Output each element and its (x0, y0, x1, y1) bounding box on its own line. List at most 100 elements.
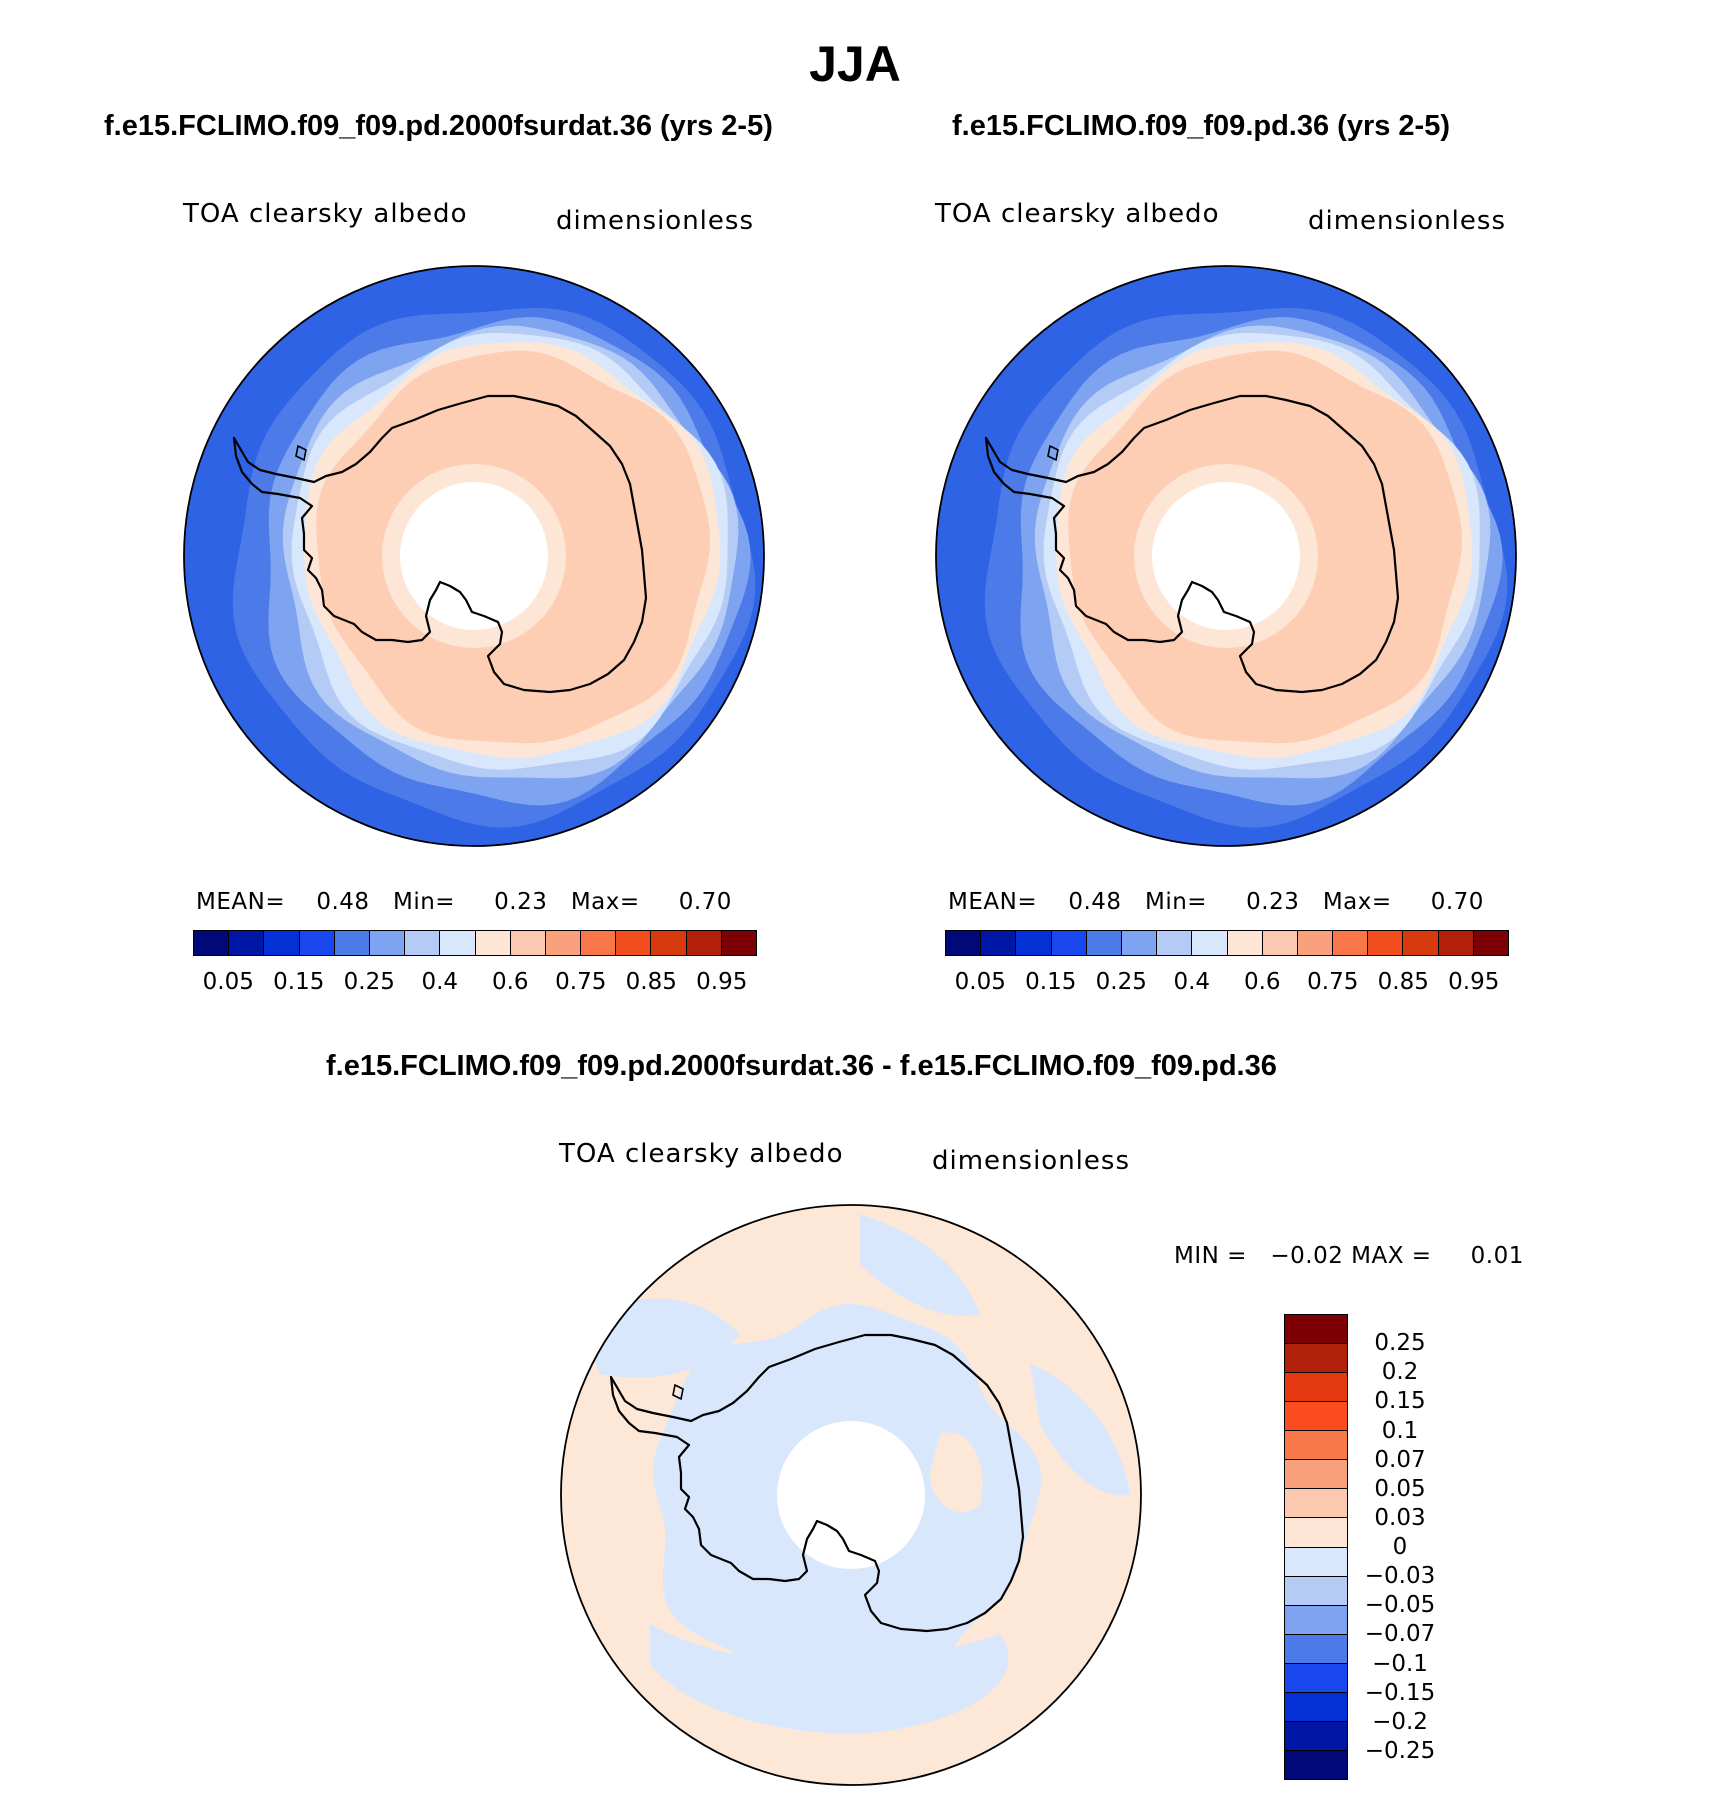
colorbar-swatch (1285, 1721, 1347, 1751)
colorbar-tick-label: 0.6 (491, 969, 529, 995)
colorbar-swatch (1285, 1634, 1347, 1664)
diff-min-label: MIN = (1174, 1243, 1247, 1269)
colorbar-swatch (194, 931, 230, 955)
colorbar-tick-label: 0.03 (1374, 1504, 1426, 1531)
colorbar-tick-label: 0.75 (1307, 969, 1359, 995)
island-coastline (672, 1383, 684, 1401)
antarctica-coastline (609, 1333, 1025, 1633)
island-coastline (295, 444, 307, 462)
colorbar-swatch (1051, 931, 1087, 955)
map-panel-2 (935, 265, 1517, 847)
colorbar-swatch (651, 931, 687, 955)
island-coastline (1047, 444, 1059, 462)
colorbar-tick-label: 0.85 (1377, 969, 1429, 995)
diff-max-value: 0.01 (1470, 1243, 1524, 1269)
colorbar-swatch (981, 931, 1017, 955)
colorbar-tick-label: 0 (1392, 1534, 1408, 1560)
colorbar-swatch (405, 931, 441, 955)
colorbar-panel-1-ticks: 0.05 0.15 0.25 0.4 0.6 0.75 0.85 0.95 (193, 968, 757, 998)
mean-value: 0.48 (1068, 889, 1122, 915)
panel-1-title: f.e15.FCLIMO.f09_f09.pd.2000fsurdat.36 (… (104, 110, 773, 142)
colorbar-tick-label: −0.03 (1364, 1563, 1436, 1590)
colorbar-panel-2 (945, 930, 1509, 956)
colorbar-tick-label: 0.4 (1173, 969, 1211, 995)
colorbar-swatch (1403, 931, 1439, 955)
colorbar-tick-label: 0.05 (202, 969, 254, 995)
colorbar-swatch (1368, 931, 1404, 955)
colorbar-swatch (1157, 931, 1193, 955)
colorbar-swatch (1285, 1344, 1347, 1374)
colorbar-swatch (1285, 1460, 1347, 1490)
colorbar-tick-label: 0.15 (1025, 969, 1077, 995)
pole-hole (1152, 482, 1300, 630)
diff-max-label: MAX = (1351, 1243, 1432, 1269)
colorbar-swatch (1227, 931, 1263, 955)
colorbar-swatch (1285, 1315, 1347, 1345)
mean-label: MEAN= (196, 889, 286, 915)
pole-hole (777, 1421, 925, 1569)
colorbar-panel-2-ticks: 0.05 0.15 0.25 0.4 0.6 0.75 0.85 0.95 (945, 968, 1509, 998)
colorbar-swatch (510, 931, 546, 955)
map-border (183, 265, 765, 847)
colorbar-tick-label: 0.15 (1374, 1388, 1426, 1415)
colorbar-tick-label: 0.2 (1381, 1359, 1419, 1386)
colorbar-tick-label: −0.25 (1364, 1737, 1436, 1764)
colorbar-swatch (475, 931, 511, 955)
colorbar-swatch (1333, 931, 1369, 955)
colorbar-swatch (1192, 931, 1228, 955)
colorbar-swatch (1285, 1750, 1347, 1779)
colorbar-tick-label: 0.4 (421, 969, 459, 995)
diff-min-value: −0.02 (1270, 1243, 1344, 1269)
panel-1-variable: TOA clearsky albedo (183, 199, 468, 229)
colorbar-swatch (1473, 931, 1508, 955)
map-border (560, 1204, 1142, 1786)
colorbar-tick-label: 0.15 (273, 969, 325, 995)
colorbar-difference (1284, 1314, 1348, 1780)
min-label: Min= (393, 889, 456, 915)
colorbar-tick-label: 0.05 (954, 969, 1006, 995)
colorbar-tick-label: 0.07 (1374, 1446, 1426, 1473)
colorbar-tick-label: −0.1 (1372, 1650, 1428, 1677)
colorbar-swatch (1285, 1576, 1347, 1606)
colorbar-swatch (1285, 1663, 1347, 1693)
colorbar-tick-label: 0.85 (625, 969, 677, 995)
colorbar-tick-label: 0.05 (1374, 1475, 1426, 1502)
colorbar-swatch (229, 931, 265, 955)
diff-negative-region (1030, 1364, 1130, 1496)
diff-panel-units: dimensionless (932, 1146, 1130, 1176)
max-value: 0.70 (1430, 889, 1484, 915)
colorbar-swatch (1285, 1547, 1347, 1577)
panel-2-units: dimensionless (1308, 206, 1506, 236)
colorbar-tick-label: 0.95 (696, 969, 748, 995)
panel-2-variable: TOA clearsky albedo (935, 199, 1220, 229)
colorbar-swatch (264, 931, 300, 955)
colorbar-swatch (686, 931, 722, 955)
colorbar-tick-label: 0.25 (343, 969, 395, 995)
panel-1-units: dimensionless (556, 206, 754, 236)
colorbar-swatch (1285, 1605, 1347, 1635)
max-label: Max= (570, 889, 640, 915)
diff-positive-region (930, 1432, 983, 1513)
colorbar-swatch (299, 931, 335, 955)
colorbar-tick-label: 0.1 (1381, 1417, 1419, 1444)
colorbar-swatch (1285, 1431, 1347, 1461)
panel-2-stats: MEAN= 0.48 Min= 0.23 Max= 0.70 (948, 888, 1484, 916)
colorbar-swatch (1297, 931, 1334, 955)
colorbar-tick-label: 0.25 (1095, 969, 1147, 995)
colorbar-swatch (1285, 1489, 1347, 1519)
diff-panel-variable: TOA clearsky albedo (559, 1139, 844, 1169)
mean-label: MEAN= (948, 889, 1038, 915)
max-label: Max= (1322, 889, 1392, 915)
map-difference (560, 1204, 1142, 1786)
main-title: JJA (809, 36, 901, 92)
diff-positive-region (570, 1452, 633, 1549)
mean-value: 0.48 (316, 889, 370, 915)
colorbar-tick-label: 0.25 (1374, 1330, 1426, 1357)
panel-1-stats: MEAN= 0.48 Min= 0.23 Max= 0.70 (196, 888, 732, 916)
colorbar-tick-label: 0.75 (555, 969, 607, 995)
map-panel-1 (183, 265, 765, 847)
pole-hole (400, 482, 548, 630)
map-border (935, 265, 1517, 847)
antarctica-coastline (232, 394, 648, 694)
colorbar-tick-label: −0.05 (1364, 1592, 1436, 1619)
